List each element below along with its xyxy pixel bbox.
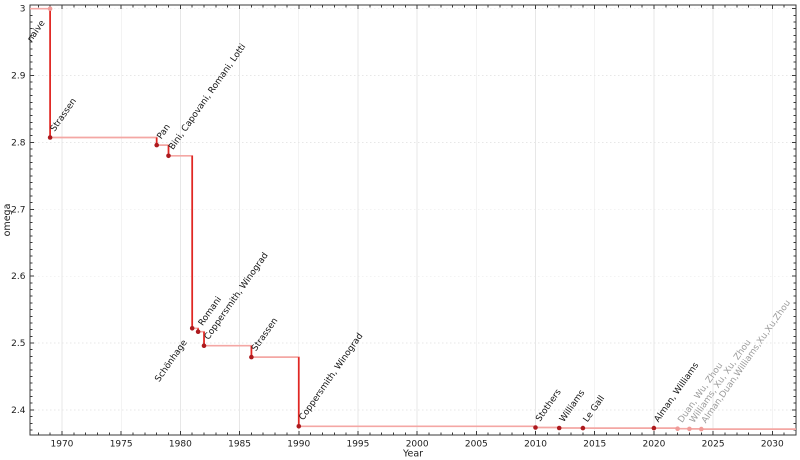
data-point-marker — [195, 329, 201, 335]
x-axis-title: Year — [402, 449, 423, 460]
x-tick-label: 1975 — [110, 440, 133, 450]
x-tick-label: 1985 — [228, 440, 251, 450]
plot-frame — [29, 4, 797, 436]
data-point-marker — [580, 425, 586, 431]
data-point-marker — [249, 354, 254, 360]
data-point-marker — [154, 142, 159, 148]
x-tick-label: 2025 — [702, 440, 725, 450]
y-tick-label: 2.9 — [11, 72, 26, 82]
data-point-marker — [47, 135, 53, 140]
y-tick-label: 2.5 — [11, 339, 25, 349]
data-point-marker — [296, 424, 302, 429]
point-annotation: Coppersmith, Winograd — [298, 332, 366, 423]
x-tick-label: 2010 — [524, 440, 547, 450]
data-point-marker — [687, 426, 692, 432]
y-tick-label: 2.4 — [11, 406, 26, 416]
point-annotation: Pan — [155, 123, 172, 142]
x-tick-label: 1990 — [287, 440, 310, 450]
x-tick-label: 2000 — [406, 440, 429, 450]
x-tick-label: 2030 — [761, 440, 784, 450]
y-tick-label: 2.6 — [11, 272, 26, 282]
data-point-marker — [556, 425, 562, 431]
point-annotation: Alman,Duan,Williams,Xu,Xu,Zhou — [700, 298, 793, 425]
y-tick-label: 2.7 — [11, 205, 25, 215]
x-tick-label: 1970 — [51, 440, 74, 450]
data-point-marker — [47, 6, 53, 11]
data-point-marker — [699, 426, 704, 432]
point-annotation: Coppersmith, Winograd — [203, 251, 271, 342]
data-point-marker — [189, 326, 195, 331]
x-tick-label: 2005 — [465, 440, 488, 450]
point-annotation: Strassen — [49, 97, 79, 134]
data-point-marker — [651, 425, 657, 431]
y-tick-label: 2.8 — [11, 138, 26, 148]
step-line — [30, 7, 796, 430]
x-tick-label: 1995 — [346, 440, 369, 450]
point-annotation: naive — [26, 19, 48, 44]
point-annotation: Bini, Capovani, Romani, Lotti — [167, 42, 248, 152]
x-tick-label: 2020 — [642, 440, 665, 450]
x-tick-label: 2015 — [583, 440, 606, 450]
y-tick-label: 3 — [20, 5, 26, 15]
data-point-marker — [533, 425, 538, 430]
data-point-marker — [201, 343, 207, 349]
data-point-marker — [166, 153, 171, 159]
point-annotation: Schönhage — [153, 338, 189, 384]
data-point-marker — [675, 426, 680, 432]
point-annotation: Williams, Xu, Xu, Zhou — [688, 338, 753, 425]
x-tick-label: 1980 — [169, 440, 192, 450]
point-annotation: Strassen — [250, 316, 280, 353]
y-axis-title: omega — [2, 204, 13, 237]
